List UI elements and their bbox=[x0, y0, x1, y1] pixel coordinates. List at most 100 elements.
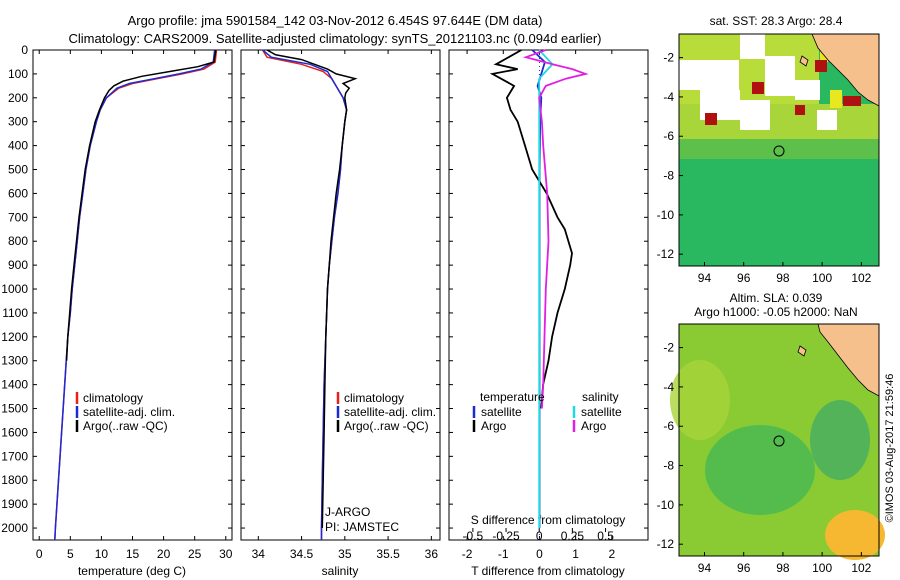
map-y-tick-label: -2 bbox=[663, 341, 674, 355]
temp-x-axis: 0 5 10 15 20 25 30 bbox=[36, 50, 233, 561]
diff-legend-ssat: satellite bbox=[581, 405, 622, 419]
series-line-salinity-satellite bbox=[538, 49, 554, 528]
depth-tick-label: 300 bbox=[8, 115, 28, 129]
diff-panel-frame bbox=[448, 49, 649, 541]
sal-series-group bbox=[261, 49, 358, 540]
map-x-tick-label: 102 bbox=[851, 561, 871, 575]
map1-argo-marker bbox=[773, 145, 785, 157]
depth-tick-label: 0 bbox=[21, 43, 28, 57]
depth-tick-label: 700 bbox=[8, 210, 28, 224]
map-y-tick-label: -6 bbox=[663, 129, 674, 143]
s-tick-label: 0.5 bbox=[597, 529, 614, 543]
sal-xlabel: salinity bbox=[322, 564, 359, 578]
depth-tick-label: 1000 bbox=[1, 282, 28, 296]
depth-tick-label: 1300 bbox=[1, 354, 28, 368]
depth-tick-label: 1400 bbox=[1, 378, 28, 392]
depth-tick-label: 500 bbox=[8, 163, 28, 177]
s-tick-label: 0 bbox=[536, 529, 543, 543]
depth-tick-label: 1900 bbox=[1, 497, 28, 511]
temp-xlabel: temperature (deg C) bbox=[78, 564, 186, 578]
map-y-tick-label: -8 bbox=[663, 169, 674, 183]
map1-title: sat. SST: 28.3 Argo: 28.4 bbox=[710, 14, 843, 28]
x-tick-label: 34 bbox=[252, 547, 266, 561]
sal-legend: climatology satellite-adj. clim. Argo(..… bbox=[336, 391, 436, 433]
map2-blob-4 bbox=[810, 400, 870, 480]
temp-legend-clim: climatology bbox=[83, 391, 143, 405]
map-x-tick-label: 94 bbox=[698, 561, 712, 575]
figure-title-line1: Argo profile: jma 5901584_142 03-Nov-201… bbox=[128, 13, 543, 28]
map1-cell bbox=[765, 56, 795, 96]
map2-blob-1 bbox=[705, 425, 815, 515]
depth-tick-label: 1700 bbox=[1, 449, 28, 463]
map2-island bbox=[797, 345, 807, 357]
map-y-tick-label: -4 bbox=[663, 380, 674, 394]
x-tick-label: 25 bbox=[188, 547, 202, 561]
map-y-tick-label: -10 bbox=[657, 498, 675, 512]
series-line-climatology bbox=[54, 49, 218, 541]
depth-tick-label: 1100 bbox=[2, 306, 28, 320]
map-x-tick-label: 102 bbox=[851, 271, 871, 285]
diff-x-axis: -2 -1 0 1 2 bbox=[462, 50, 615, 561]
diff-legend-sal-title: salinity bbox=[582, 390, 619, 404]
map-x-tick-label: 98 bbox=[776, 561, 790, 575]
sal-note-jargo: J-ARGO bbox=[325, 505, 370, 519]
temp-legend: climatology satellite-adj. clim. Argo(..… bbox=[75, 391, 175, 433]
sal-legend-sat: satellite-adj. clim. bbox=[344, 405, 436, 419]
depth-tick-label: 1800 bbox=[1, 473, 28, 487]
map2 bbox=[670, 323, 885, 560]
sal-legend-argo: Argo(..raw -QC) bbox=[344, 419, 429, 433]
map-x-tick-label: 94 bbox=[698, 271, 712, 285]
diff-legend-tsat: satellite bbox=[481, 405, 522, 419]
depth-tick-label: 1600 bbox=[1, 425, 28, 439]
diff-xlabel: T difference from climatology bbox=[471, 564, 625, 578]
x-tick-label: 0 bbox=[536, 547, 543, 561]
x-tick-label: 5 bbox=[67, 547, 74, 561]
map1-cell bbox=[740, 34, 765, 59]
diff-s-axis: -0.5 -0.25 0 0.25 0.5 bbox=[463, 528, 614, 543]
map1-cell bbox=[679, 60, 739, 90]
temp-panel-frame bbox=[32, 49, 233, 541]
map2-title2: Argo h1000: -0.05 h2000: NaN bbox=[694, 305, 857, 319]
temp-series-group bbox=[54, 49, 218, 541]
map-y-tick-label: -8 bbox=[663, 459, 674, 473]
x-tick-label: 20 bbox=[157, 547, 171, 561]
sal-legend-clim: climatology bbox=[344, 391, 404, 405]
map1-cell bbox=[705, 113, 717, 125]
diff-legend-temp-title: temperature bbox=[480, 390, 545, 404]
depth-tick-label: 100 bbox=[8, 67, 28, 81]
diff-s-label: S difference from climatology bbox=[471, 513, 626, 527]
map2-title1: Altim. SLA: 0.039 bbox=[730, 291, 823, 305]
map1 bbox=[678, 33, 880, 267]
map1-island bbox=[799, 55, 809, 67]
map-y-tick-label: -10 bbox=[657, 208, 675, 222]
map1-cell bbox=[740, 100, 770, 130]
map-y-tick-label: -4 bbox=[663, 90, 674, 104]
map-x-tick-label: 100 bbox=[812, 561, 832, 575]
diff-legend: temperature salinity satellite Argo sate… bbox=[472, 390, 622, 433]
diff-legend-targo: Argo bbox=[481, 419, 507, 433]
map2-axes: 94 96 98 100 102 -2 -4 -6 -8 -10 -12 bbox=[657, 341, 872, 575]
x-tick-label: 0 bbox=[36, 547, 43, 561]
map2-argo-marker bbox=[773, 435, 785, 447]
depth-tick-label: 900 bbox=[8, 258, 28, 272]
diff-series-group bbox=[489, 49, 589, 540]
x-tick-label: 30 bbox=[219, 547, 233, 561]
temp-legend-argo: Argo(..raw -QC) bbox=[83, 419, 168, 433]
x-tick-label: 35 bbox=[338, 547, 352, 561]
series-line-satellite-adj-clim- bbox=[54, 49, 216, 541]
map-y-tick-label: -2 bbox=[663, 51, 674, 65]
series-line-salinity-argo bbox=[522, 49, 589, 409]
map-y-tick-label: -6 bbox=[663, 419, 674, 433]
series-line-argo-raw-qc- bbox=[65, 49, 217, 361]
sal-panel-frame bbox=[240, 49, 441, 541]
map-x-tick-label: 96 bbox=[737, 271, 751, 285]
map1-cell bbox=[843, 96, 861, 106]
depth-tick-label: 1500 bbox=[1, 402, 28, 416]
map1-cells bbox=[679, 34, 879, 159]
depth-tick-label: 400 bbox=[8, 139, 28, 153]
map1-cell bbox=[679, 139, 879, 159]
x-tick-label: -1 bbox=[498, 547, 509, 561]
map2-blob-2 bbox=[670, 360, 730, 440]
map2-blob-3 bbox=[825, 510, 885, 560]
x-tick-label: 1 bbox=[572, 547, 579, 561]
